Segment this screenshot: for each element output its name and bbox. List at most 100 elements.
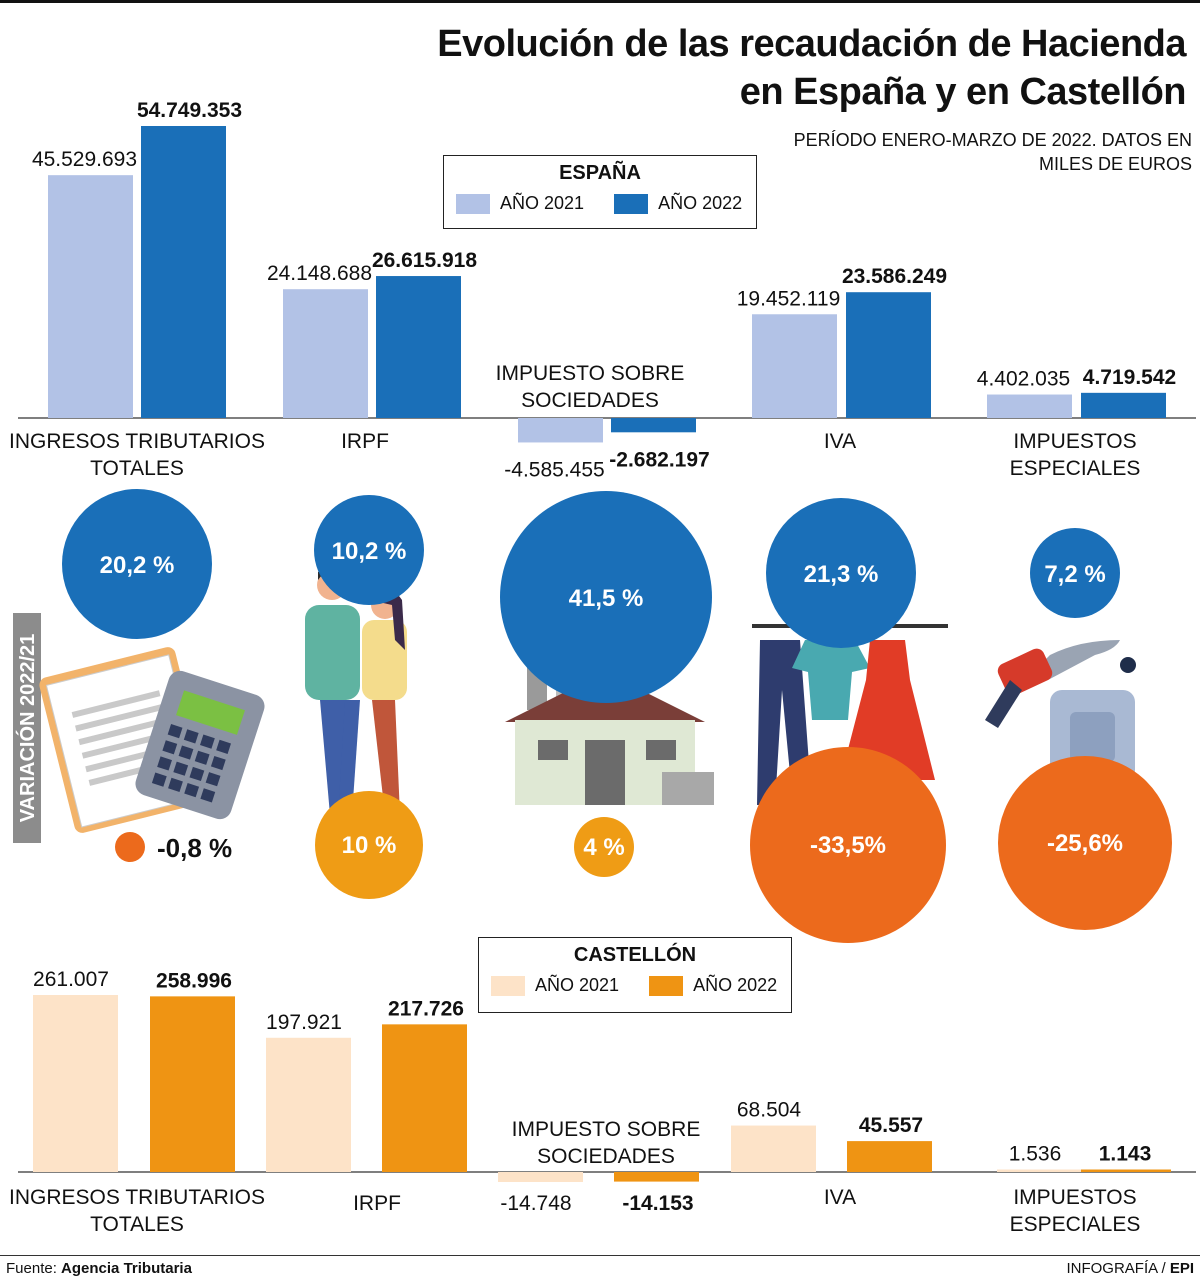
spain-variation-circle [1030,528,1120,618]
spain-bar [846,292,931,418]
legend-castellon-title: CASTELLÓN [573,944,697,966]
castellon-bar [498,1172,583,1183]
spain-bar [518,418,603,443]
spain-bar-label: 54.749.353 [137,99,242,122]
person-legs [338,700,360,815]
factory-window [538,740,568,760]
calculator-key [210,755,226,771]
factory-window [646,740,676,760]
legend-label-2022: AÑO 2022 [658,193,743,213]
calculator-key [168,777,183,792]
castellon-category-label: TOTALES [90,1213,184,1236]
castellon-bar-label: 197.921 [266,1011,342,1034]
spain-bar [1081,392,1166,418]
calculator-key [199,734,215,749]
calculator-key [151,772,167,787]
legend-swatch-2021 [456,193,490,214]
castellon-bar-label: 217.726 [388,997,464,1020]
spain-bar-label: 24.148.688 [267,262,372,285]
spain-variation-circle [314,495,424,605]
castellon-category-label: IRPF [353,1192,401,1215]
variation-side-band [13,613,41,843]
castellon-bar-label: 258.996 [156,969,232,992]
legend-label-2021: AÑO 2021 [500,193,585,213]
clipboard-line [75,703,164,732]
spain-variation-label: 10,2 % [332,538,407,565]
spain-bar [987,394,1072,418]
calculator-key [194,750,210,765]
title-line-2: en España y en Castellón [739,71,1187,113]
castellon-category-label: ESPECIALES [1010,1213,1141,1236]
spain-variation-label: 41,5 % [569,585,644,612]
spain-bar-label: 26.615.918 [372,249,477,272]
spain-bar-label: -4.585.455 [504,458,604,481]
person-shirt [305,605,360,700]
spain-bar-label: 4.402.035 [977,368,1070,391]
castellon-bar [731,1125,816,1172]
spain-bar [48,175,133,418]
source-note: Fuente: Agencia Tributaria [6,1260,192,1277]
legend-swatch-2021 [491,975,525,996]
spain-bar [752,314,837,418]
clipboard-line [81,731,171,759]
clothes-tshirt [792,640,870,720]
spain-category-label: SOCIEDADES [521,389,659,412]
legend-spain-title: ESPAÑA [559,162,641,184]
castellon-bar-label: 1.536 [1009,1143,1062,1166]
castellon-variation-circle [998,756,1172,930]
castellon-bar [33,995,118,1172]
subtitle: PERÍODO ENERO-MARZO DE 2022. DATOS EN MI… [772,128,1192,176]
castellon-bar-label: -14.153 [622,1192,693,1215]
spain-bar-label: 45.529.693 [32,148,137,171]
factory-crate [662,772,714,805]
person-hair [370,587,405,650]
calculator-key [189,766,205,782]
factory-door [585,740,625,805]
castellon-bar [614,1172,699,1182]
spain-bar-label: 19.452.119 [737,287,841,310]
castellon-category-label: SOCIEDADES [537,1145,675,1168]
clipboard-calculator-icon [39,647,265,833]
fuel-handle [985,680,1022,728]
castellon-variation-label: 10 % [342,832,397,859]
castellon-bar [997,1169,1087,1172]
jerrycan-panel [1070,712,1115,762]
spain-category-label: IMPUESTO SOBRE [496,362,685,385]
castellon-bar [382,1024,467,1172]
spain-category-label: IMPUESTOS [1013,430,1136,453]
top-rule [0,0,1200,3]
castellon-category-label: INGRESOS TRIBUTARIOS [9,1186,265,1209]
castellon-bar [150,996,235,1172]
legend-castellon: CASTELLÓN AÑO 2021 AÑO 2022 [478,937,792,1013]
castellon-variation-circle [315,791,423,899]
calculator-key [200,788,216,803]
spain-variation-circle [766,498,916,648]
spain-bar [611,418,696,433]
clipboard-line [71,690,161,718]
credit-name: EPI [1169,1260,1194,1277]
castellon-variation-label: -33,5% [810,832,886,859]
calculator-key [205,772,221,787]
title-line-1: Evolución de las recaudación de Hacienda [437,23,1186,65]
clothes-dress [840,640,935,780]
fuel-drop [1120,657,1136,673]
calculator-key [183,729,199,744]
castellon-bar [847,1141,932,1172]
spain-category-label: TOTALES [90,457,184,480]
castellon-variation-label: -25,6% [1047,830,1123,857]
castellon-variation-circle [574,817,634,877]
castellon-category-label: IVA [824,1186,856,1209]
credit-note: INFOGRAFÍA / EPI [1066,1260,1194,1277]
castellon-category-label: IMPUESTO SOBRE [512,1118,701,1141]
spain-variation-label: 20,2 % [100,552,175,579]
subtitle-line-1: PERÍODO ENERO-MARZO DE 2022. DATOS EN [793,130,1192,150]
spain-bar [283,289,368,418]
legend-label-2022: AÑO 2022 [693,975,778,995]
spain-variation-circle [62,489,212,639]
person-legs [320,700,345,815]
castellon-variation-circle [115,832,145,862]
legend-spain: ESPAÑA AÑO 2021 AÑO 2022 [443,155,757,229]
calculator-key [162,740,178,755]
spain-bar [141,126,226,418]
